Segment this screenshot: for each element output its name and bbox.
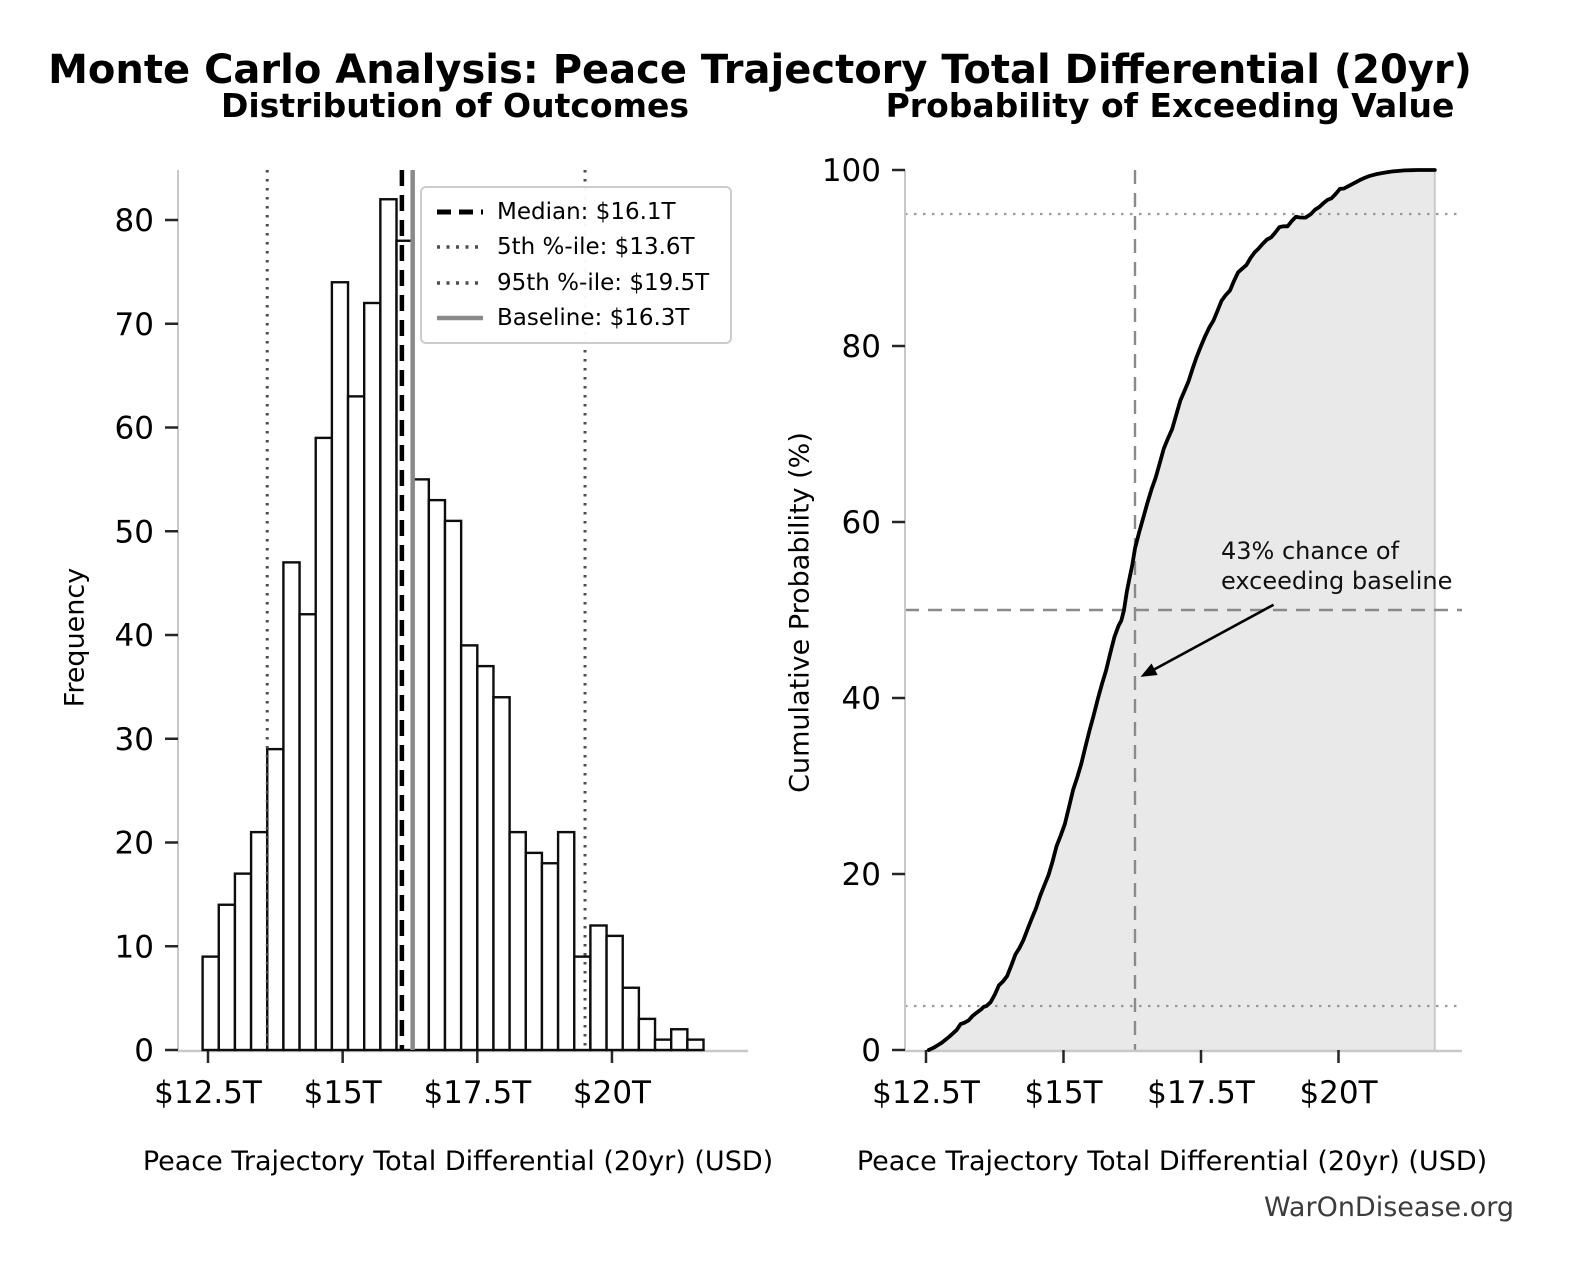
- histogram-bar: [508, 830, 527, 1052]
- x-tick-label: $20T: [1299, 1075, 1378, 1111]
- legend-label-95th-percentile: 95th %-ile: $19.5T: [497, 269, 710, 296]
- histogram-bar: [314, 436, 334, 1052]
- y-tick-label: 60: [115, 411, 154, 447]
- y-tick-label: 0: [861, 1033, 881, 1069]
- legend-label-baseline: Baseline: $16.3T: [497, 304, 690, 331]
- histogram-bar: [282, 561, 301, 1052]
- y-tick-label: 40: [842, 681, 881, 717]
- legend-row-5th-percentile: 5th %-ile: $13.6T: [436, 234, 716, 260]
- histogram-bar: [589, 924, 608, 1052]
- y-tick-label: 20: [115, 826, 154, 862]
- histogram-bar: [395, 239, 414, 1052]
- histogram-bar: [266, 747, 285, 1052]
- dotted-line-icon: [437, 245, 483, 250]
- legend-label-median: Median: $16.1T: [497, 199, 676, 225]
- cdf-annotation: 43% chance of exceeding baseline: [1221, 536, 1452, 596]
- histogram-bar: [233, 872, 253, 1052]
- y-tick-label: 60: [842, 505, 881, 541]
- y-tick-label: 10: [115, 929, 154, 965]
- histogram-bar: [298, 613, 317, 1052]
- histogram-bar: [621, 986, 641, 1052]
- legend-row-95th-percentile: 95th %-ile: $19.5T: [436, 270, 716, 296]
- y-tick-label: 20: [842, 857, 881, 893]
- legend-row-median: Median: $16.1T: [436, 199, 716, 225]
- x-tick-label: $15T: [1024, 1075, 1103, 1111]
- y-tick-label: 30: [115, 722, 154, 758]
- y-tick-label: 50: [115, 514, 154, 550]
- x-tick-label: $12.5T: [872, 1075, 981, 1111]
- right-plot-axes: $12.5T $15T $17.5T $20T 0 20 40 60 80 100: [822, 153, 1462, 1111]
- histogram-bar: [476, 664, 495, 1052]
- histogram-bar: [686, 1038, 705, 1052]
- histogram-bar: [556, 830, 576, 1052]
- histogram-bar: [411, 478, 431, 1052]
- histogram-bar: [443, 519, 463, 1052]
- histogram-bar: [540, 862, 560, 1052]
- left-plot-stat-lines: [265, 170, 587, 1050]
- histogram-bar: [573, 955, 592, 1052]
- watermark: WarOnDisease.org: [1263, 1192, 1514, 1223]
- legend-row-baseline: Baseline: $16.3T: [436, 305, 716, 331]
- x-tick-label: $12.5T: [154, 1075, 263, 1111]
- annotation-line-1: 43% chance of: [1221, 537, 1400, 565]
- y-tick-label: 40: [115, 618, 154, 654]
- histogram-bar: [201, 955, 220, 1052]
- legend-label-5th-percentile: 5th %-ile: $13.6T: [497, 234, 695, 261]
- histogram-bar: [637, 1017, 657, 1052]
- histogram-bar: [249, 830, 269, 1052]
- figure-title: Monte Carlo Analysis: Peace Trajectory T…: [48, 47, 1472, 93]
- histogram-bar: [605, 934, 624, 1052]
- right-plot-ylabel: Cumulative Probability (%): [784, 432, 816, 793]
- x-tick-label: $17.5T: [423, 1075, 532, 1111]
- annotation-line-2: exceeding baseline: [1221, 567, 1453, 595]
- arrowhead-icon: [1140, 663, 1158, 677]
- legend: Median: $16.1T 5th %-ile: $13.6T 95th %-…: [420, 186, 732, 344]
- right-plot-title: Probability of Exceeding Value: [885, 86, 1455, 125]
- left-plot-ylabel: Frequency: [59, 567, 91, 708]
- histogram-bar: [427, 498, 447, 1052]
- right-plot-xlabel: Peace Trajectory Total Differential (20y…: [856, 1146, 1488, 1177]
- y-tick-label: 80: [842, 329, 881, 365]
- left-plot-xlabel: Peace Trajectory Total Differential (20y…: [142, 1146, 774, 1177]
- left-plot-title: Distribution of Outcomes: [220, 86, 690, 125]
- histogram-bar: [330, 281, 350, 1052]
- y-tick-label: 80: [115, 203, 154, 239]
- y-tick-label: 100: [822, 153, 881, 189]
- solid-line-icon: [437, 315, 483, 321]
- x-tick-label: $20T: [573, 1075, 652, 1111]
- y-tick-label: 70: [115, 307, 154, 343]
- histogram-bar: [492, 696, 511, 1052]
- histogram-bar: [379, 198, 398, 1052]
- x-tick-label: $15T: [304, 1075, 383, 1111]
- median-dashed-line-icon: [437, 209, 483, 215]
- histogram-bar: [459, 644, 479, 1052]
- x-tick-label: $17.5T: [1147, 1075, 1256, 1111]
- histogram-bar: [346, 395, 366, 1052]
- histogram-bar: [653, 1038, 673, 1052]
- histogram-bar: [669, 1028, 689, 1052]
- y-tick-label: 0: [134, 1033, 154, 1069]
- histogram-bar: [362, 301, 382, 1052]
- cdf-curve: [926, 168, 1437, 1052]
- histogram-bar: [524, 851, 544, 1052]
- right-plot-reference-lines: [905, 170, 1462, 1050]
- annotation-arrow: [1140, 603, 1275, 677]
- dotted-line-icon: [437, 280, 483, 285]
- left-plot-axes: $12.5T $15T $17.5T $20T 0 10 20 30 40 50 60 70 80: [115, 170, 748, 1111]
- histogram-bar: [217, 903, 237, 1052]
